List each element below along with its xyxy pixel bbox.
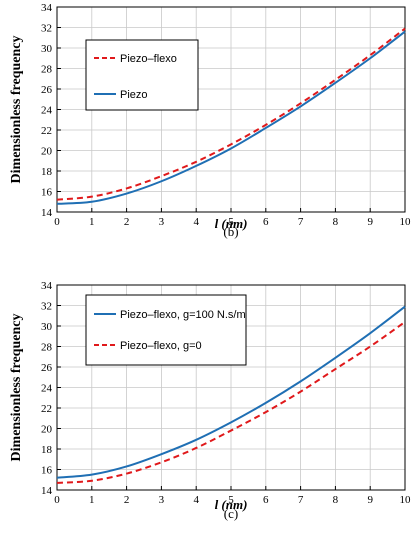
y-axis-label: Dimensionless frequency (9, 314, 24, 462)
x-tick-label: 2 (124, 216, 130, 228)
x-tick-label: 10 (400, 216, 412, 228)
y-tick-label: 14 (41, 485, 53, 497)
x-tick-label: 1 (89, 216, 95, 228)
x-tick-label: 4 (193, 216, 199, 228)
y-tick-label: 14 (41, 207, 53, 219)
series-line-0 (56, 305, 406, 479)
series-line-1 (56, 321, 406, 484)
x-tick-label: 2 (124, 494, 130, 506)
y-tick-label: 16 (41, 465, 53, 477)
x-tick-label: 5 (228, 216, 234, 228)
y-tick-label: 26 (41, 84, 53, 96)
x-axis-label: l (nm) (215, 497, 248, 512)
y-tick-label: 22 (41, 403, 52, 415)
panel-caption: (c) (224, 506, 238, 521)
x-tick-label: 6 (263, 494, 269, 506)
x-tick-label: 4 (193, 494, 199, 506)
y-tick-label: 26 (41, 362, 53, 374)
y-tick-label: 32 (41, 301, 52, 313)
y-tick-label: 34 (41, 2, 53, 14)
x-tick-label: 3 (159, 494, 165, 506)
y-tick-label: 18 (41, 166, 53, 178)
y-tick-label: 24 (41, 383, 53, 395)
x-tick-label: 9 (367, 216, 373, 228)
x-tick-label: 3 (159, 216, 165, 228)
series-line-0 (56, 27, 406, 201)
y-tick-label: 20 (41, 424, 53, 436)
y-tick-label: 16 (41, 187, 53, 199)
x-tick-label: 8 (333, 494, 339, 506)
y-tick-label: 30 (41, 43, 53, 55)
x-tick-label: 7 (298, 494, 304, 506)
y-tick-label: 22 (41, 125, 52, 137)
legend-label-0: Piezo–flexo, g=100 N.s/m (120, 309, 246, 321)
y-tick-label: 34 (41, 280, 53, 292)
y-tick-label: 32 (41, 23, 52, 35)
x-tick-label: 8 (333, 216, 339, 228)
y-axis-label: Dimensionless frequency (9, 36, 24, 184)
x-tick-label: 10 (400, 494, 412, 506)
x-tick-label: 0 (54, 494, 60, 506)
y-tick-label: 30 (41, 321, 53, 333)
x-tick-label: 7 (298, 216, 304, 228)
legend-box (85, 294, 247, 366)
y-tick-label: 24 (41, 105, 53, 117)
x-tick-label: 9 (367, 494, 373, 506)
legend-label-1: Piezo–flexo, g=0 (120, 340, 202, 352)
y-tick-label: 28 (41, 342, 53, 354)
y-tick-label: 28 (41, 64, 53, 76)
y-tick-label: 20 (41, 146, 53, 158)
panel-caption: (b) (223, 224, 238, 239)
x-tick-label: 0 (54, 216, 60, 228)
x-tick-label: 6 (263, 216, 269, 228)
x-tick-label: 5 (228, 494, 234, 506)
legend-label-0: Piezo–flexo (120, 53, 177, 65)
legend-label-1: Piezo (120, 89, 148, 101)
legend-box (85, 39, 199, 111)
y-tick-label: 18 (41, 444, 53, 456)
x-axis-label: l (nm) (215, 216, 248, 231)
series-line-1 (56, 30, 406, 205)
x-tick-label: 1 (89, 494, 95, 506)
